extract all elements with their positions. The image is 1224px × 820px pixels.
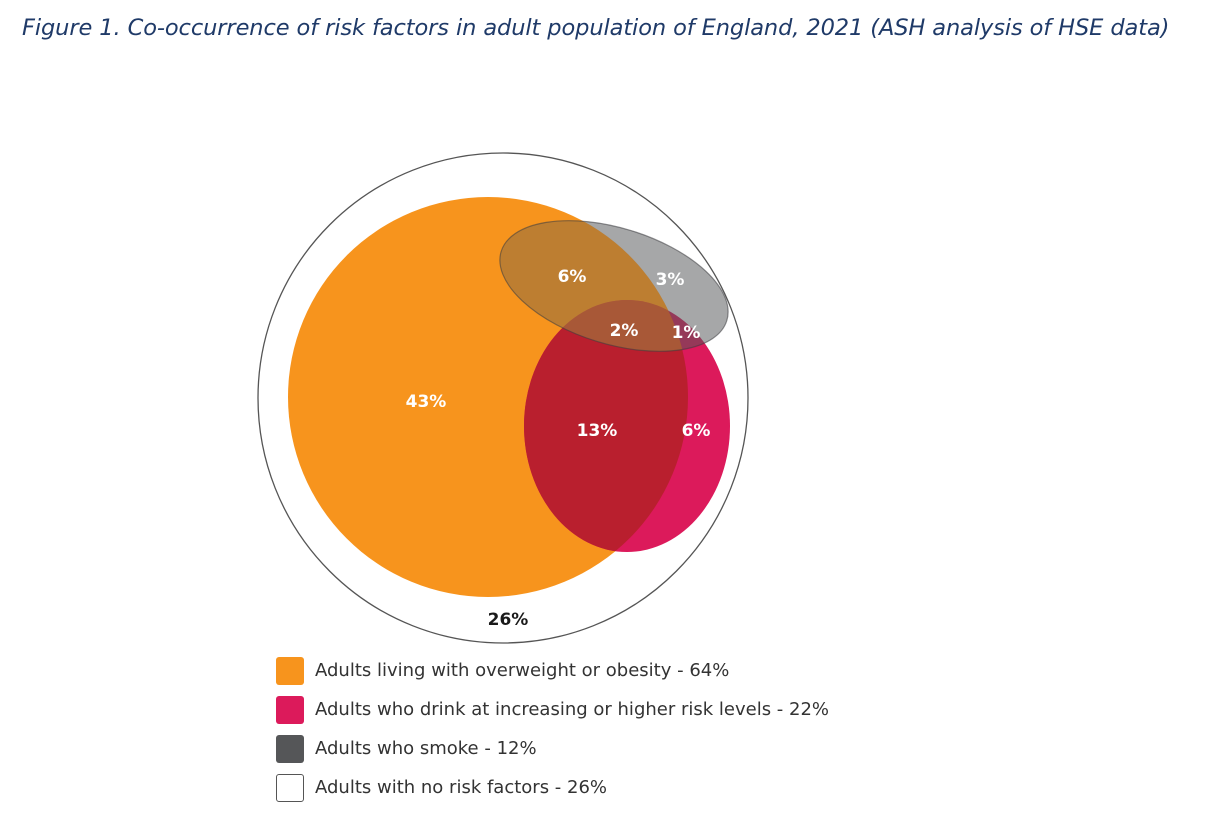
legend-label-drink: Adults who drink at increasing or higher… (315, 699, 830, 720)
label-overweight-only: 43% (406, 392, 447, 412)
label-smoke-only: 3% (656, 270, 685, 290)
label-overweight-smoke: 6% (558, 267, 587, 287)
smoke-ellipse-outline (499, 220, 729, 352)
legend-swatch-none (276, 773, 304, 802)
label-no-risk-factors: 26% (488, 610, 529, 630)
legend-item-drink: Adults who drink at increasing or higher… (276, 690, 829, 729)
legend-swatch-smoke (276, 734, 304, 763)
smoke-ellipse (499, 220, 729, 352)
label-drink-smoke: 1% (672, 323, 701, 343)
legend-item-smoke: Adults who smoke - 12% (276, 729, 829, 768)
legend-swatch-drink (276, 695, 304, 724)
label-all-three: 2% (610, 321, 639, 341)
legend-label-smoke: Adults who smoke - 12% (315, 738, 537, 759)
smoke-overweight-overlap (484, 197, 688, 376)
label-overweight-drink: 13% (577, 421, 618, 441)
legend-item-overweight: Adults living with overweight or obesity… (276, 651, 829, 690)
legend-swatch-overweight (276, 656, 304, 685)
legend-label-overweight: Adults living with overweight or obesity… (315, 660, 730, 681)
label-drink-only: 6% (682, 421, 711, 441)
legend-label-none: Adults with no risk factors - 26% (315, 777, 608, 798)
legend-item-none: Adults with no risk factors - 26% (276, 768, 829, 807)
legend: Adults living with overweight or obesity… (276, 651, 829, 807)
figure-title: Figure 1. Co-occurrence of risk factors … (22, 15, 1170, 41)
